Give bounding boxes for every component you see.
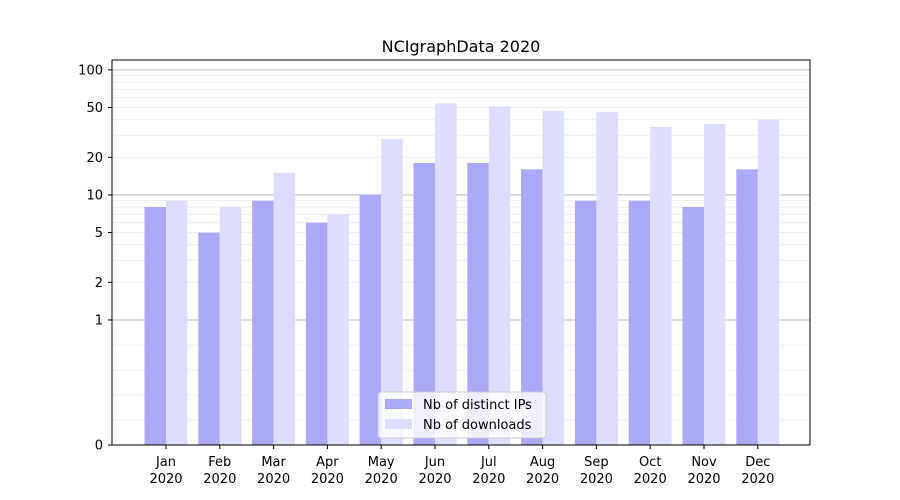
bar-downloads xyxy=(435,103,457,446)
bar-downloads xyxy=(381,139,403,445)
x-tick-label-year: 2020 xyxy=(311,472,344,487)
bar-downloads xyxy=(488,106,511,445)
x-tick-label: Aug 2020 xyxy=(526,455,559,487)
bar-distinct-ips xyxy=(467,163,489,445)
x-tick-label-year: 2020 xyxy=(741,472,774,487)
legend: Nb of distinct IPs Nb of downloads xyxy=(377,391,547,439)
y-tick-label: 10 xyxy=(86,188,103,203)
x-tick-label-year: 2020 xyxy=(418,472,451,487)
y-tick-label: 1 xyxy=(95,313,103,328)
plot-frame xyxy=(111,59,811,446)
bar-distinct-ips xyxy=(305,222,328,445)
legend-label: Nb of downloads xyxy=(423,418,532,433)
bar-downloads xyxy=(650,126,672,446)
x-tick-label-month: Jan xyxy=(155,455,176,470)
y-tick-label: 0 xyxy=(95,439,103,454)
x-tick-label: Nov 2020 xyxy=(687,455,720,487)
x-tick-label-year: 2020 xyxy=(526,472,559,487)
x-tick-label-year: 2020 xyxy=(472,472,505,487)
x-tick-label-month: Nov xyxy=(691,455,717,470)
bar-downloads xyxy=(166,200,188,445)
x-tick-label-month: Apr xyxy=(316,455,339,470)
x-tick-label-year: 2020 xyxy=(149,472,182,487)
x-tick-label: Apr 2020 xyxy=(311,455,344,487)
bar-distinct-ips xyxy=(574,200,597,445)
x-tick-label-month: Jun xyxy=(424,455,445,470)
x-axis: Jan 2020 Feb 2020 Mar 2020 Apr 2020 May 2020 Jun 20… xyxy=(149,445,774,487)
y-tick-label: 50 xyxy=(86,101,103,116)
bar-distinct-ips xyxy=(413,163,435,445)
x-tick-label: May 2020 xyxy=(365,455,398,487)
x-tick-label: Jan 2020 xyxy=(149,455,182,487)
x-tick-label-month: Jul xyxy=(480,455,497,470)
x-tick-label: Mar 2020 xyxy=(257,455,290,487)
legend-swatch xyxy=(385,399,412,409)
x-tick-label: Jun 2020 xyxy=(418,455,451,487)
x-tick-label: Feb 2020 xyxy=(203,455,236,487)
bar-distinct-ips xyxy=(682,207,704,445)
chart-title: NCIgraphData 2020 xyxy=(382,37,541,56)
x-tick-label-year: 2020 xyxy=(257,472,290,487)
legend-label: Nb of distinct IPs xyxy=(423,398,532,413)
y-tick-label: 20 xyxy=(86,151,103,166)
bar-distinct-ips xyxy=(359,194,382,445)
x-tick-label: Sep 2020 xyxy=(580,455,613,487)
bar-downloads xyxy=(273,172,296,445)
bars xyxy=(144,103,780,446)
bar-downloads xyxy=(757,119,780,446)
x-tick-label-year: 2020 xyxy=(365,472,398,487)
bar-downloads xyxy=(327,214,349,445)
x-tick-label-month: Oct xyxy=(639,455,661,470)
bar-downloads xyxy=(219,207,242,445)
bar-downloads xyxy=(596,112,618,445)
x-tick-label: Dec 2020 xyxy=(741,455,774,487)
x-tick-label: Jul 2020 xyxy=(472,455,505,487)
bar-distinct-ips xyxy=(736,169,758,445)
bar-downloads xyxy=(542,110,565,445)
x-tick-label: Oct 2020 xyxy=(634,455,667,487)
bar-distinct-ips xyxy=(198,232,220,445)
bar-distinct-ips xyxy=(521,169,543,445)
x-tick-label-year: 2020 xyxy=(580,472,613,487)
x-tick-label-month: Mar xyxy=(261,455,286,470)
x-tick-label-year: 2020 xyxy=(203,472,236,487)
x-tick-label-month: Sep xyxy=(584,455,609,470)
bar-distinct-ips xyxy=(628,200,651,445)
legend-swatch xyxy=(385,419,412,429)
x-tick-label-month: Feb xyxy=(208,455,231,470)
bar-distinct-ips xyxy=(252,200,274,445)
y-tick-label: 2 xyxy=(95,276,103,291)
y-axis: 0 1 2 5 10 20 50 100 xyxy=(78,63,112,454)
bar-distinct-ips xyxy=(144,207,166,445)
bar-downloads xyxy=(704,123,726,445)
x-tick-label-month: May xyxy=(368,455,395,470)
x-tick-label-year: 2020 xyxy=(687,472,720,487)
legend-box xyxy=(377,391,547,439)
x-tick-label-month: Dec xyxy=(745,455,770,470)
x-tick-label-year: 2020 xyxy=(634,472,667,487)
y-tick-label: 100 xyxy=(78,63,103,78)
y-tick-label: 5 xyxy=(95,226,103,241)
x-tick-label-month: Aug xyxy=(530,455,555,470)
